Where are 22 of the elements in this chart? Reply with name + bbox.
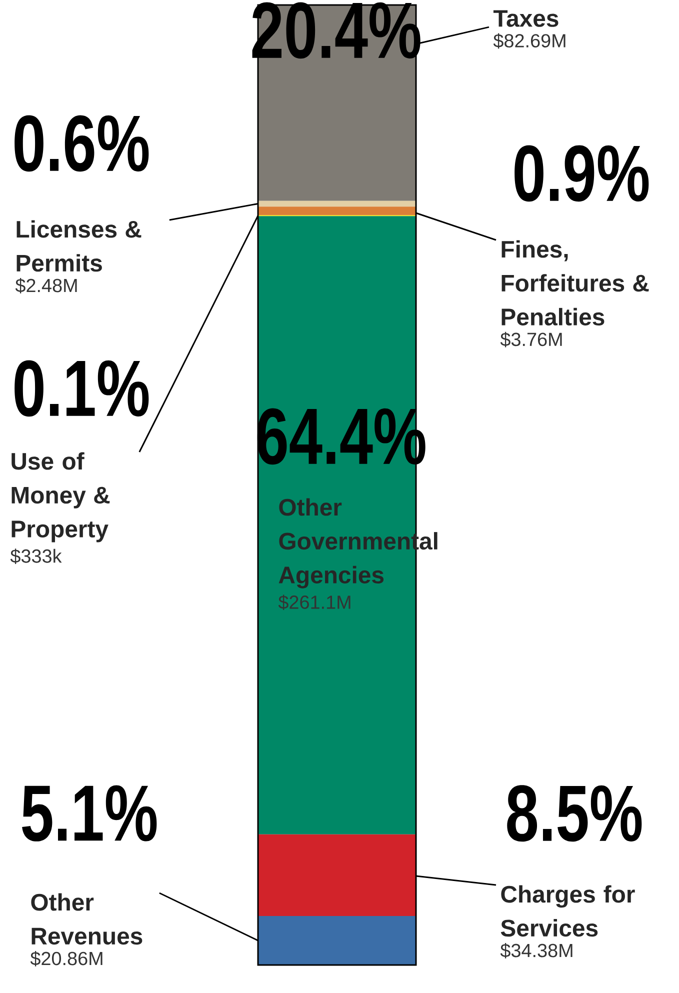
- data-label: 0.6%: [14, 115, 149, 172]
- data-label: 8.5%: [507, 785, 642, 842]
- data-label: 5.1%: [22, 785, 157, 842]
- data-label: 0.1%: [14, 360, 149, 417]
- text: Fines, Forfeitures & Penalties: [502, 240, 649, 326]
- bar: [258, 206, 416, 216]
- text: $20.86M: [30, 951, 102, 966]
- text: $3.76M: [500, 332, 562, 348]
- text: $333k: [10, 548, 62, 564]
- text: Licenses & Permits: [16, 220, 142, 272]
- text: Other Revenues: [31, 893, 142, 945]
- text: Charges for Services: [500, 885, 635, 937]
- bar: [258, 916, 416, 965]
- text: $34.38M: [500, 943, 572, 958]
- data-label: 0.9%: [514, 145, 649, 202]
- text: $82.69M: [493, 33, 566, 49]
- bar: [258, 200, 416, 207]
- text: Taxes: [493, 10, 558, 27]
- annotation: $261.1M: [278, 594, 350, 610]
- text: Use of Money & Property: [12, 452, 110, 542]
- text: $2.48M: [15, 278, 77, 294]
- bar: [258, 834, 416, 916]
